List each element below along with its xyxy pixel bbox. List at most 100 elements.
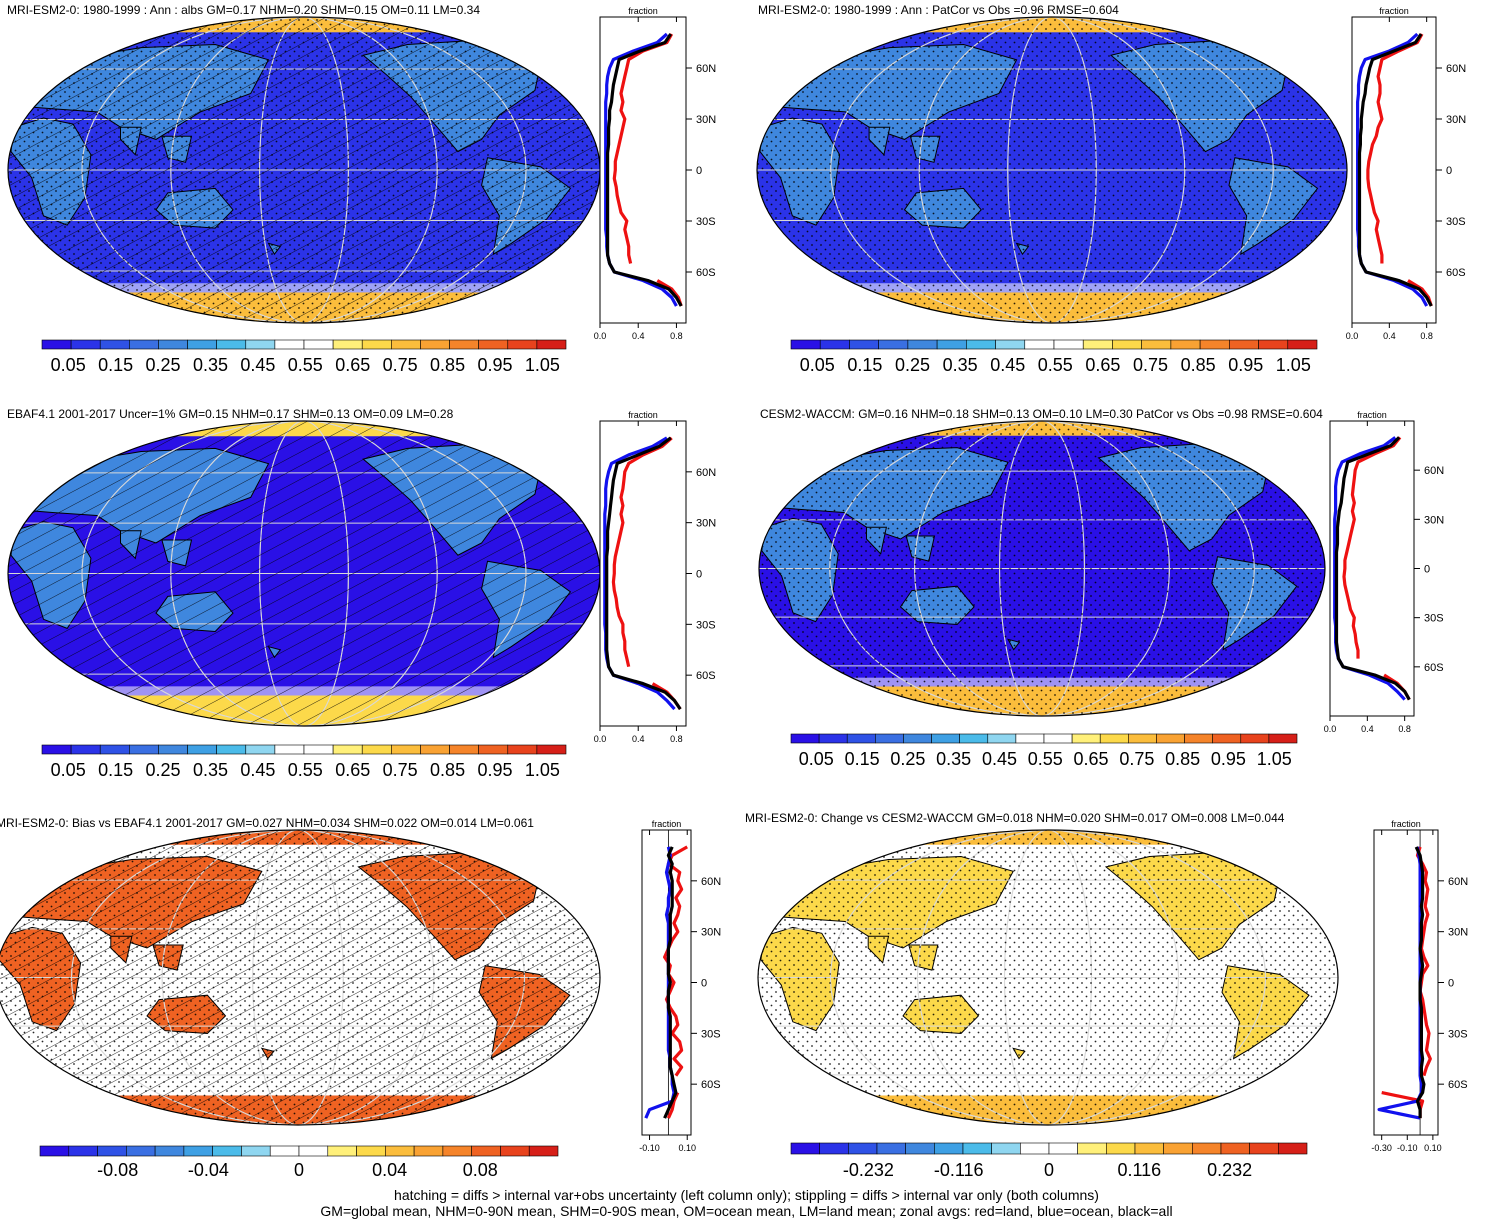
colorbar-label: 0.85: [1165, 749, 1200, 769]
colorbar-label: 1.05: [525, 760, 560, 780]
lat-tick-label: 30S: [696, 619, 716, 631]
zonal-frame: [1329, 420, 1415, 717]
colorbar-swatch: [536, 339, 567, 350]
colorbar-swatch: [241, 1145, 271, 1157]
colorbar-swatch: [41, 744, 72, 755]
map-panel-2: [756, 16, 1348, 324]
colorbar-label: 0.55: [1038, 355, 1073, 375]
colorbar-swatch: [931, 733, 960, 744]
colorbar-label: 0.05: [800, 355, 835, 375]
zonal-title: fraction: [628, 6, 658, 16]
colorbar-swatch: [790, 1142, 820, 1155]
colorbar-swatch: [959, 733, 989, 744]
colorbar-label: 0.25: [890, 749, 925, 769]
colorbar-swatch: [99, 339, 130, 350]
colorbar-swatch: [962, 1142, 992, 1155]
colorbar-swatch: [420, 744, 450, 755]
zonal-title: fraction: [1379, 6, 1409, 16]
x-tick-label: 0.0: [594, 734, 607, 744]
colorbar-swatch: [1099, 733, 1129, 744]
colorbar-swatch: [507, 339, 538, 350]
colorbar-swatch: [449, 339, 479, 350]
colorbar-label: -0.116: [934, 1160, 984, 1180]
colorbar-label: 1.05: [1257, 749, 1292, 769]
colorbar-swatch: [846, 733, 876, 744]
lat-tick-label: 30S: [1424, 613, 1444, 625]
colorbar-label: 0.05: [799, 749, 834, 769]
colorbar-swatch: [1082, 339, 1113, 350]
colorbar-label: 0.95: [477, 355, 512, 375]
map-panel-3: [7, 420, 601, 727]
zonal-mean-panel-5: fraction 60N 30N 0 30S 60S -0.10 0.10: [639, 819, 721, 1153]
colorbar-label: 0.35: [936, 749, 971, 769]
lat-tick-label: 0: [701, 978, 707, 990]
colorbar-swatch: [158, 339, 188, 350]
colorbar-swatch: [1268, 733, 1298, 744]
colorbar-swatch: [1156, 733, 1185, 744]
colorbar-swatch: [878, 339, 909, 350]
lat-tick-label: 30S: [696, 216, 716, 228]
zonal-series-all: [605, 436, 682, 711]
colorbar-swatch: [500, 1145, 530, 1157]
colorbar-swatch: [245, 339, 276, 350]
colorbar-swatch: [39, 1145, 70, 1157]
colorbar-swatch: [216, 744, 247, 755]
lat-tick-label: 60S: [701, 1079, 721, 1091]
colorbar-swatch: [413, 1145, 444, 1157]
colorbar-swatch: [848, 1142, 878, 1155]
x-tick-label: 0.4: [632, 734, 645, 744]
colorbar-swatch: [158, 744, 188, 755]
zonal-series-all: [1414, 846, 1426, 1119]
colorbar-swatch: [1020, 1142, 1050, 1155]
colorbar-swatch: [269, 1145, 300, 1157]
colorbar-label: 0.75: [1119, 749, 1154, 769]
panel-title-2: MRI-ESM2-0: 1980-1999 : Ann : PatCor vs …: [758, 3, 1119, 17]
x-tick-label: -0.10: [639, 1143, 660, 1153]
zonal-title: fraction: [1391, 819, 1421, 829]
colorbar-swatch: [536, 744, 567, 755]
colorbar-swatch: [1134, 1142, 1164, 1155]
colorbar-swatch: [183, 1145, 213, 1157]
map-border: [758, 420, 1326, 717]
colorbar-label: 0.75: [383, 760, 418, 780]
zonal-frame: [1373, 829, 1439, 1136]
colorbar-swatch: [819, 339, 850, 350]
x-tick-label: 0.8: [1398, 724, 1411, 734]
lat-tick-label: 30S: [1448, 1028, 1468, 1040]
map-panel-6: [757, 829, 1339, 1126]
hatching-overlay: [8, 421, 600, 726]
lat-tick-label: 30N: [701, 927, 721, 939]
panel-title-1: MRI-ESM2-0: 1980-1999 : Ann : albs GM=0.…: [7, 3, 480, 17]
colorbar-swatch: [70, 339, 101, 350]
map-border: [756, 16, 1348, 324]
x-tick-label: 0.4: [1383, 331, 1396, 341]
colorbar-label: -0.232: [843, 1160, 894, 1180]
colorbar-swatch: [298, 1145, 329, 1157]
colorbar-swatch: [934, 1142, 964, 1155]
colorbar-swatch: [849, 339, 879, 350]
zonal-title: fraction: [1357, 410, 1387, 420]
lat-tick-label: 60N: [1448, 876, 1468, 888]
colorbar-swatch: [790, 733, 820, 744]
zonal-series-all: [606, 33, 683, 307]
colorbar-swatch: [129, 339, 159, 350]
colorbar-label: 0.08: [463, 1160, 498, 1180]
colorbar-swatch: [420, 339, 450, 350]
colorbar-label: 1.05: [1276, 355, 1311, 375]
colorbar-swatch: [876, 1142, 906, 1155]
map-border: [757, 829, 1339, 1126]
colorbar-swatch: [327, 1145, 357, 1157]
colorbar-swatch: [1106, 1142, 1136, 1155]
colorbar-swatch: [1077, 1142, 1107, 1155]
colorbar-swatch: [907, 339, 938, 350]
colorbar-swatch: [905, 1142, 935, 1155]
colorbar-label: 0.85: [1181, 355, 1216, 375]
colorbar-swatch: [1192, 1142, 1222, 1155]
x-tick-label: 0.0: [1346, 331, 1359, 341]
lat-tick-label: 30N: [696, 518, 716, 530]
colorbar-label: 0.95: [477, 760, 512, 780]
colorbar-swatch: [41, 339, 72, 350]
colorbar-swatch: [528, 1145, 559, 1157]
zonal-mean-panel-1: fraction 60N 30N 0 30S 60S 0.0 0.4 0.8: [594, 6, 716, 341]
colorbar-label: -0.04: [188, 1160, 229, 1180]
